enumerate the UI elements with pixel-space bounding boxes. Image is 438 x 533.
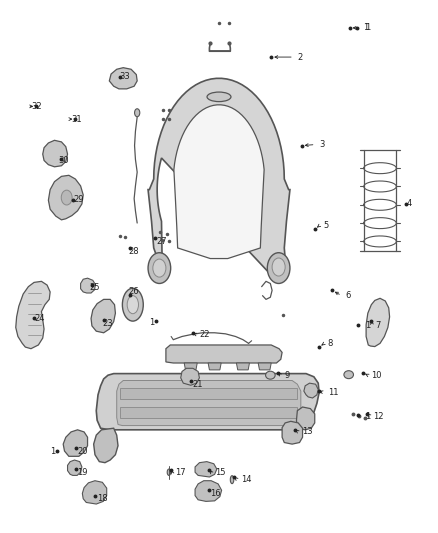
Ellipse shape [230, 475, 234, 483]
Polygon shape [96, 374, 319, 430]
Text: 12: 12 [374, 411, 384, 421]
Text: 25: 25 [89, 283, 100, 292]
Text: 20: 20 [78, 447, 88, 456]
Text: 2: 2 [297, 53, 303, 62]
Ellipse shape [153, 259, 166, 277]
Polygon shape [67, 460, 82, 475]
Polygon shape [82, 481, 107, 504]
Text: 32: 32 [31, 102, 42, 111]
Text: 24: 24 [34, 314, 45, 323]
Polygon shape [258, 363, 271, 370]
Text: 19: 19 [78, 468, 88, 477]
Text: 8: 8 [328, 339, 333, 348]
Text: 27: 27 [156, 237, 166, 246]
Text: 31: 31 [71, 115, 81, 124]
Polygon shape [304, 383, 318, 398]
Polygon shape [63, 430, 88, 456]
Ellipse shape [61, 190, 72, 205]
Polygon shape [117, 381, 301, 425]
Polygon shape [148, 78, 290, 280]
Text: 26: 26 [128, 287, 139, 296]
Polygon shape [48, 175, 83, 220]
Ellipse shape [265, 371, 275, 379]
Text: 28: 28 [128, 247, 139, 256]
Text: 10: 10 [371, 370, 382, 379]
Text: 6: 6 [345, 291, 350, 300]
Ellipse shape [267, 253, 290, 284]
Polygon shape [181, 368, 199, 385]
Text: 9: 9 [284, 370, 290, 379]
Ellipse shape [344, 370, 353, 378]
Polygon shape [195, 481, 222, 502]
Polygon shape [184, 363, 197, 370]
Polygon shape [174, 105, 264, 259]
Polygon shape [208, 363, 221, 370]
Polygon shape [91, 300, 116, 333]
Text: 23: 23 [102, 319, 113, 328]
Text: 33: 33 [120, 72, 131, 81]
Ellipse shape [207, 92, 231, 102]
Ellipse shape [148, 253, 171, 284]
Text: 4: 4 [406, 199, 411, 208]
Polygon shape [297, 407, 315, 430]
Ellipse shape [122, 288, 143, 321]
Text: 16: 16 [210, 489, 221, 498]
Text: 1: 1 [365, 411, 370, 421]
Text: 18: 18 [97, 494, 108, 503]
Polygon shape [43, 140, 67, 167]
Ellipse shape [134, 109, 140, 117]
Polygon shape [110, 68, 137, 89]
Polygon shape [366, 298, 390, 346]
Polygon shape [120, 389, 297, 399]
Text: 14: 14 [241, 475, 251, 484]
Text: 1: 1 [149, 318, 155, 327]
Polygon shape [195, 462, 217, 477]
Text: 1: 1 [365, 321, 370, 330]
Text: 1: 1 [365, 23, 370, 33]
Polygon shape [237, 363, 250, 370]
Text: 15: 15 [215, 468, 225, 477]
Polygon shape [16, 281, 50, 349]
Polygon shape [120, 407, 297, 418]
Ellipse shape [127, 296, 138, 314]
Text: 3: 3 [319, 140, 325, 149]
Polygon shape [166, 345, 282, 363]
Text: 21: 21 [193, 379, 203, 389]
Text: 29: 29 [73, 195, 84, 204]
Text: 13: 13 [302, 427, 312, 437]
Text: 17: 17 [176, 468, 186, 477]
Polygon shape [282, 421, 303, 444]
Text: 5: 5 [323, 221, 328, 230]
Text: 1: 1 [50, 447, 55, 456]
Polygon shape [94, 428, 118, 463]
Text: 1: 1 [363, 23, 368, 33]
Text: 7: 7 [376, 321, 381, 330]
Ellipse shape [272, 258, 285, 276]
Text: 22: 22 [199, 330, 210, 339]
Polygon shape [81, 278, 95, 293]
Ellipse shape [167, 469, 171, 475]
Text: 30: 30 [58, 156, 69, 165]
Text: 11: 11 [328, 388, 338, 397]
